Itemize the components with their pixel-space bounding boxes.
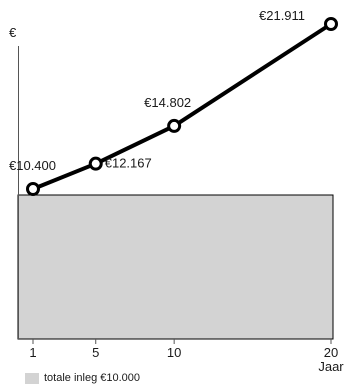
baseline-layer (17, 194, 334, 340)
data-labels-layer: €10.400 €12.167 €14.802 €21.911 (9, 8, 305, 173)
x-tick-label: 10 (167, 345, 181, 360)
series-layer (26, 17, 338, 196)
y-axis-label: € (9, 25, 17, 40)
data-label: €14.802 (144, 95, 191, 110)
x-tick-label: 1 (29, 345, 36, 360)
data-point-marker (88, 156, 103, 171)
data-point-marker (26, 182, 40, 196)
legend: totale inleg €10.000 (25, 372, 140, 384)
data-point-marker (167, 118, 182, 133)
x-tick-label: 20 (324, 345, 338, 360)
x-axis-label: Jaar (318, 359, 344, 374)
legend-swatch (25, 372, 39, 384)
data-label: €12.167 (105, 156, 152, 171)
x-tick-label: 5 (92, 345, 99, 360)
data-label: €21.911 (259, 8, 305, 23)
data-point-marker (324, 17, 338, 31)
legend-label: totale inleg €10.000 (44, 372, 141, 384)
baseline-area (17, 194, 334, 340)
data-label: €10.400 (9, 158, 56, 173)
series-line (31, 22, 333, 191)
